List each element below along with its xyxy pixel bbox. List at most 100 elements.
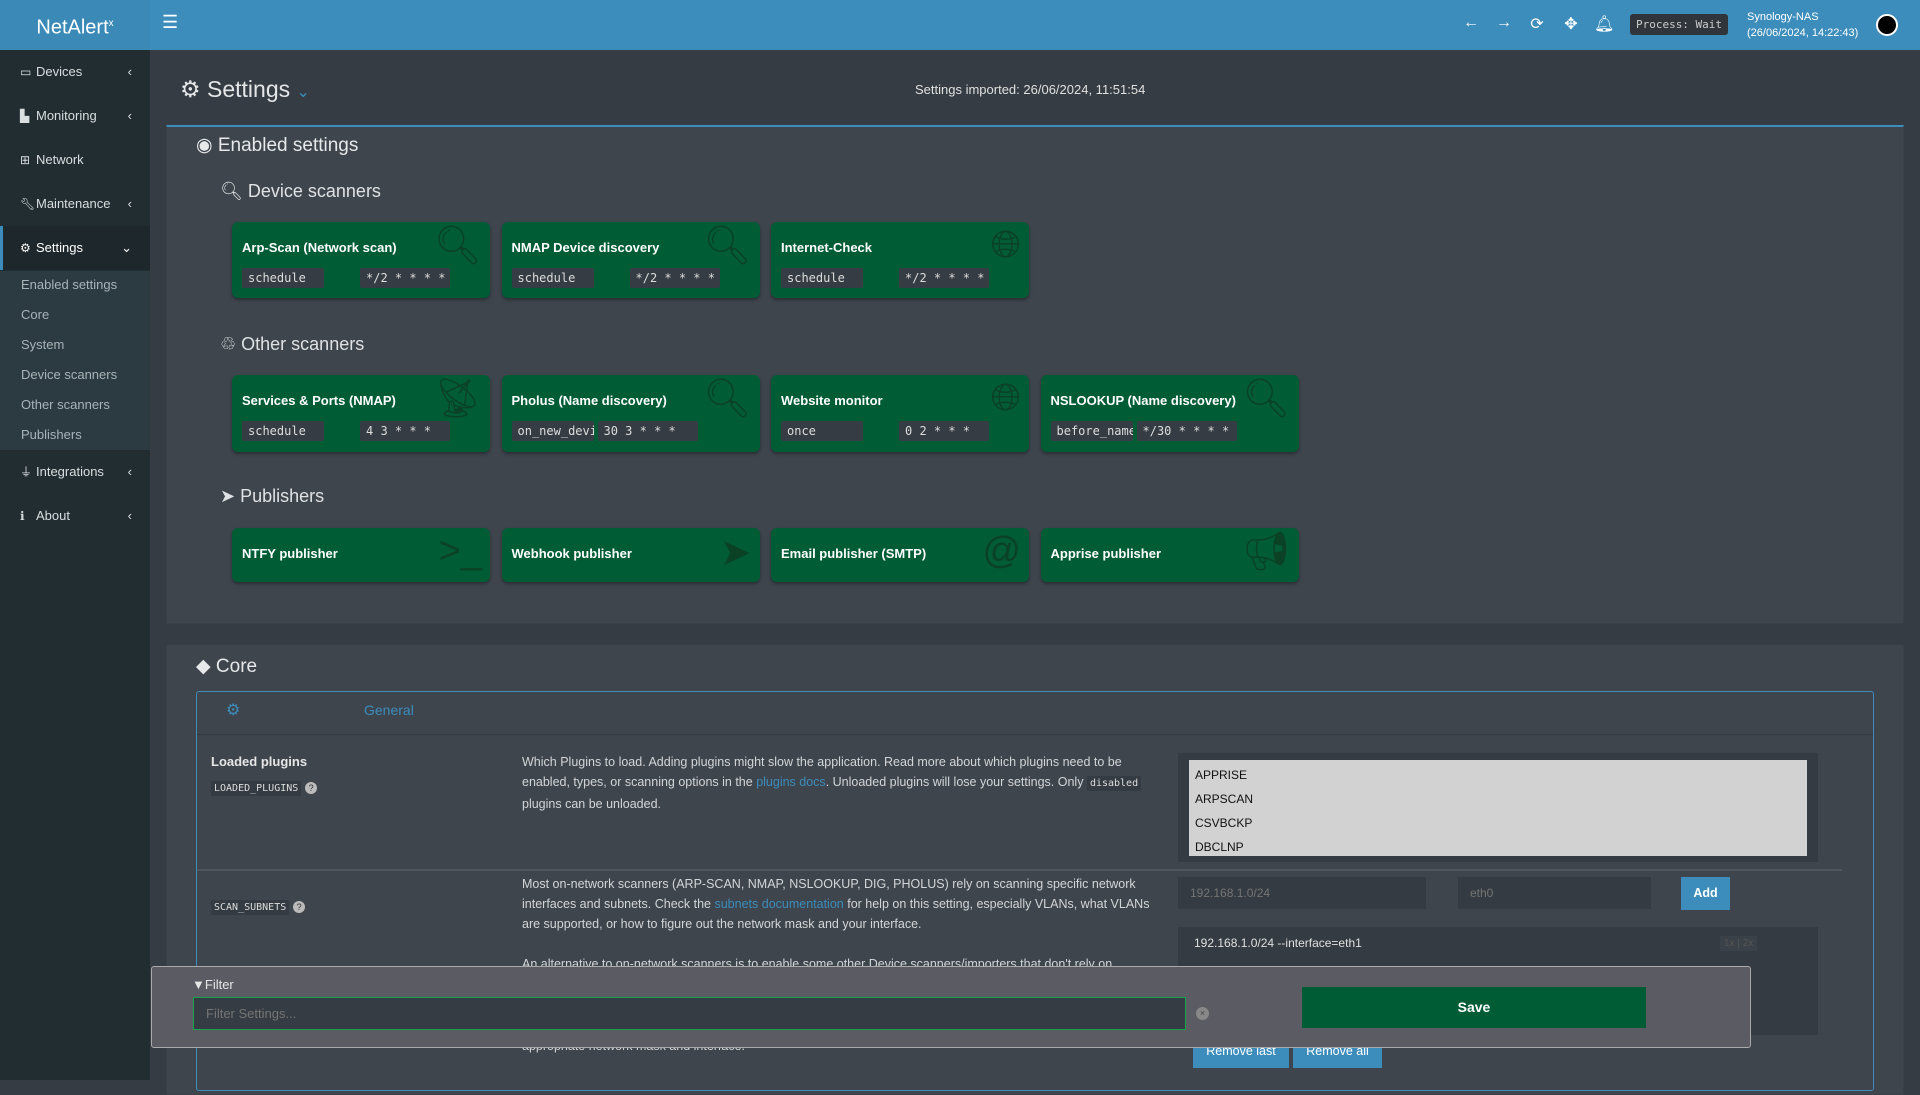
sidebar-item-maintenance[interactable]: 🔧︎Maintenance ‹ [0, 182, 150, 226]
gears-icon[interactable]: ⚙ [226, 702, 241, 719]
chevron-down-icon: ⌄ [121, 240, 132, 255]
subnets-docs-link[interactable]: subnets documentation [714, 897, 844, 911]
sidebar-item-network[interactable]: ⊞ Network [0, 138, 150, 182]
page-title-text: Settings [207, 76, 291, 102]
plugin-schedule: */2 * * * * [629, 268, 720, 288]
network-icon: ⊞ [20, 153, 31, 167]
sidebar-item-settings[interactable]: ⚙ Settings ⌄ [0, 226, 150, 270]
plugins-multiselect[interactable]: APPRISE ARPSCAN CSVBCKP DBCLNP [1189, 760, 1807, 856]
plugin-card-title: Apprise publisher [1050, 546, 1162, 561]
sidebar-item-integrations[interactable]: ⏚ Integrations ‹ [0, 450, 150, 494]
bell-icon[interactable]: 🔔︎ [1594, 16, 1615, 33]
plugin-card[interactable]: 🔍︎ NMAP Device discovery schedule */2 * * *… [501, 222, 760, 298]
submenu-device-scanners[interactable]: Device scanners [21, 367, 118, 382]
interface-input[interactable] [1458, 877, 1651, 909]
arrow-right-icon[interactable]: → [1496, 14, 1512, 31]
submenu-other-scanners[interactable]: Other scanners [21, 397, 110, 412]
plugin-card-title: Pholus (Name discovery) [511, 393, 667, 408]
plugin-option[interactable]: CSVBCKP [1195, 816, 1253, 830]
top-header [0, 0, 1920, 50]
menu-toggle-icon[interactable]: ☰ [162, 12, 179, 32]
heading-text: Core [215, 656, 258, 677]
plugin-option[interactable]: DBCLNP [1195, 840, 1244, 854]
host-datetime: (26/06/2024, 14:22:43) [1747, 27, 1859, 39]
logo-sup: x [108, 18, 114, 29]
logo[interactable]: NetAlertx [0, 0, 150, 50]
chevron-left-icon: ‹ [127, 508, 132, 523]
desc-text: Most on-network scanners (ARP-SCAN, NMAP… [522, 877, 1136, 911]
refresh-icon[interactable]: ⟳ [1530, 16, 1544, 33]
plugin-run-mode: before_name_updates [1050, 421, 1133, 441]
search-icon: 🔍︎ [1242, 378, 1291, 420]
chevron-left-icon: ‹ [127, 464, 132, 479]
settings-imported-text: Settings imported: 26/06/2024, 11:51:54 [915, 82, 1146, 97]
globe-icon: 🌐︎ [990, 377, 1021, 419]
search-icon: 🔍︎ [703, 378, 752, 420]
submenu-system[interactable]: System [21, 337, 65, 352]
plugin-card[interactable]: @ Email publisher (SMTP) [771, 528, 1029, 582]
chevron-left-icon: ‹ [127, 64, 132, 79]
plugins-docs-link[interactable]: plugins docs [756, 775, 826, 789]
clear-filter-icon[interactable]: × [1196, 1007, 1209, 1020]
plugin-card[interactable]: 🌐︎ Internet-Check schedule */2 * * * * [771, 222, 1029, 298]
filter-input[interactable] [193, 997, 1186, 1030]
help-icon[interactable]: ? [305, 782, 318, 794]
gear-icon: ⚙ [20, 241, 31, 255]
publishers-heading: ➤ Publishers [220, 486, 324, 507]
sidebar-item-devices[interactable]: ▭ Devices ‹ [0, 50, 150, 94]
globe-icon: 🌐︎ [990, 224, 1021, 266]
plugin-card[interactable]: ➤ Webhook publisher [501, 528, 760, 582]
bullhorn-icon: 📢︎ [1242, 531, 1291, 573]
plugin-card-title: Email publisher (SMTP) [781, 546, 927, 561]
sidebar-item-monitoring[interactable]: ▙ Monitoring ‹ [0, 94, 150, 138]
toggle-icon: ◉ [196, 135, 213, 156]
plugin-card[interactable]: 🔍︎ Arp-Scan (Network scan) schedule */2 * *… [232, 222, 490, 298]
recycle-icon: ♲ [220, 334, 237, 354]
plugin-option[interactable]: APPRISE [1195, 768, 1248, 782]
plugin-card-title: NTFY publisher [242, 546, 338, 561]
plugin-schedule: 4 3 * * * [360, 421, 450, 441]
heading-text: Enabled settings [217, 135, 359, 156]
at-icon: @ [982, 530, 1021, 572]
submenu-core[interactable]: Core [21, 307, 50, 322]
plugin-option[interactable]: ARPSCAN [1195, 792, 1254, 806]
move-icon[interactable]: ✥ [1564, 16, 1578, 33]
heading-text: Device scanners [247, 181, 381, 201]
plugin-run-mode: schedule [242, 421, 324, 441]
subnet-input[interactable] [1178, 877, 1426, 909]
subnet-entry[interactable]: 192.168.1.0/24 --interface=eth1 [1194, 936, 1362, 950]
plugin-card[interactable]: 📡︎ Services & Ports (NMAP) schedule 4 3 * *… [232, 375, 490, 452]
submenu-enabled-settings[interactable]: Enabled settings [21, 277, 118, 292]
save-button[interactable]: Save [1302, 987, 1646, 1028]
plugin-card[interactable]: 📢︎ Apprise publisher [1040, 528, 1299, 582]
desc-text: Which Plugins to load. Adding plugins mi… [522, 755, 1122, 789]
plugin-card-title: NMAP Device discovery [511, 240, 660, 255]
other-scanners-heading: ♲ Other scanners [220, 334, 364, 355]
core-heading: ◆ Core [196, 655, 257, 678]
process-status-badge: Process: Wait [1630, 14, 1728, 35]
arrow-left-icon[interactable]: ← [1463, 14, 1479, 31]
sidebar-item-about[interactable]: ℹ About ‹ [0, 494, 150, 538]
plugin-schedule: 0 2 * * * [899, 421, 989, 441]
host-info: Synology-NAS (26/06/2024, 14:22:43) [1747, 9, 1858, 41]
help-icon[interactable]: ? [293, 901, 306, 913]
laptop-icon: ▭ [20, 65, 32, 79]
add-subnet-button[interactable]: Add [1681, 877, 1730, 910]
plugin-run-mode: schedule [511, 268, 594, 288]
plugin-card[interactable]: >_ NTFY publisher [232, 528, 490, 582]
list-size-toggle[interactable]: 1x | 2x [1720, 936, 1758, 951]
sidebar-item-label: About [36, 508, 70, 523]
divider [197, 869, 1842, 871]
plugin-card[interactable]: 🔍︎ Pholus (Name discovery) on_new_device30… [501, 375, 760, 452]
submenu-publishers[interactable]: Publishers [21, 427, 82, 442]
plugin-card[interactable]: 🔍︎ NSLOOKUP (Name discovery) before_name_u… [1040, 375, 1299, 452]
collapse-all-icon[interactable]: ⌄ [296, 84, 310, 101]
loaded-plugins-label: Loaded plugins [211, 754, 308, 769]
tab-general[interactable]: General [364, 702, 414, 718]
search-icon: 🔍︎ [703, 225, 752, 267]
plugin-run-mode: schedule [781, 268, 863, 288]
logo-text: NetAlert [36, 16, 109, 39]
avatar[interactable] [1876, 14, 1898, 36]
chevron-left-icon: ‹ [127, 196, 132, 211]
plugin-card[interactable]: 🌐︎ Website monitor once 0 2 * * * [771, 375, 1029, 452]
